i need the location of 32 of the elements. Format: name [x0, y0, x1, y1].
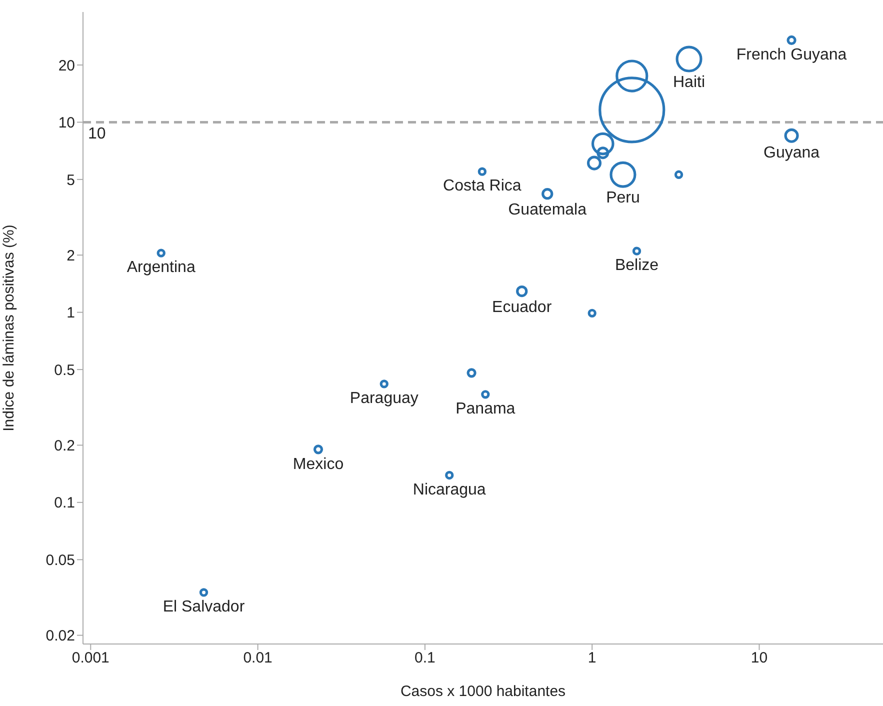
y-axis-title: Indice de láminas positivas (%) — [0, 224, 18, 432]
ref-line-label: 10 — [88, 126, 106, 143]
y-tick-label: 0.1 — [54, 494, 75, 512]
data-label: Peru — [606, 190, 640, 207]
y-tick-label: 0.2 — [54, 438, 75, 455]
data-label: Belize — [614, 257, 659, 274]
data-label: Panama — [456, 400, 516, 418]
y-tick-label: 20 — [58, 57, 75, 74]
data-label: Ecuador — [492, 298, 552, 316]
data-label: Guatemala — [508, 201, 587, 218]
data-label: Guyana — [764, 144, 820, 162]
data-label: French Guyana — [736, 46, 847, 64]
y-tick-label: 0.5 — [54, 362, 75, 379]
y-tick-label: 2 — [66, 247, 75, 264]
y-tick-label: 0.02 — [46, 628, 75, 645]
y-tick-label: 1 — [66, 304, 75, 322]
data-label: Nicaragua — [412, 481, 486, 498]
y-tick-label: 0.05 — [46, 552, 75, 569]
data-label: Paraguay — [350, 390, 418, 407]
y-tick-label: 10 — [58, 114, 75, 132]
x-tick-label: 0.01 — [243, 650, 272, 667]
data-label: Costa Rica — [443, 178, 522, 195]
data-label: El Salvador — [162, 598, 246, 616]
data-label: Mexico — [292, 456, 344, 473]
x-axis-title: Casos x 1000 habitantes — [400, 683, 566, 700]
x-tick-label: 1 — [588, 650, 596, 667]
y-tick-label: 5 — [66, 172, 75, 189]
data-label: Argentina — [126, 259, 196, 276]
data-label: Haiti — [673, 74, 706, 91]
x-tick-label: 0.1 — [414, 650, 436, 667]
x-tick-label: 10 — [750, 650, 768, 667]
x-tick-label: 0.001 — [72, 650, 110, 667]
